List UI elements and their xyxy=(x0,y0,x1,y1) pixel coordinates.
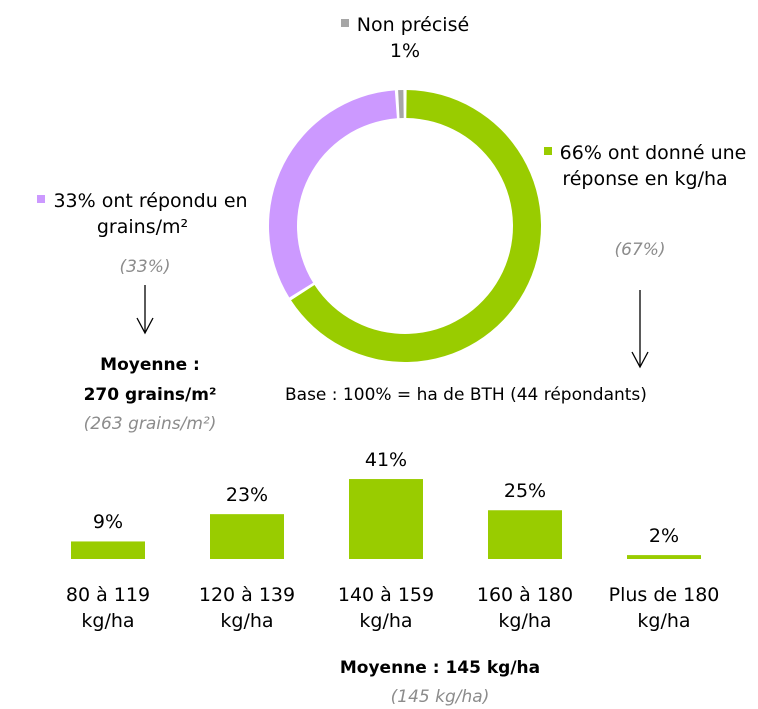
donut-segment xyxy=(268,90,397,298)
legend-marker xyxy=(543,146,552,155)
x-tick-label: 120 à 139 kg/ha xyxy=(198,584,296,632)
pie-label: 33% ont répondu en grains/m² xyxy=(10,188,275,240)
average-label: Moyenne : xyxy=(100,355,200,375)
pie-label: Non précisé 1% xyxy=(305,12,505,64)
value-label: 25% xyxy=(503,480,547,503)
legend-marker xyxy=(37,194,46,203)
category-label: Non précisé xyxy=(356,14,470,36)
x-tick-label: 80 à 119 kg/ha xyxy=(65,584,151,632)
base-note: Base : 100% = ha de BTH (44 répondants) xyxy=(285,385,647,405)
value-label: 2% xyxy=(648,525,680,548)
category-label: ont répondu en grains/m² xyxy=(96,190,248,238)
value-label: 1% xyxy=(389,40,421,62)
previous-value: (67%) xyxy=(614,240,666,260)
category-label: ont donné une réponse en kg/ha xyxy=(562,142,747,190)
pie-label: 66% ont donné une réponse en kg/ha xyxy=(540,140,750,192)
legend-marker xyxy=(340,18,349,27)
bar xyxy=(488,510,562,559)
donut-segment xyxy=(398,90,404,119)
average-value: 270 grains/m² xyxy=(83,385,217,405)
value-label: 23% xyxy=(225,484,269,507)
x-tick-label: 160 à 180 kg/ha xyxy=(476,584,574,632)
bar xyxy=(349,479,423,559)
value-label: 33% xyxy=(53,190,96,212)
value-label: 66% xyxy=(559,142,602,164)
arrow-head xyxy=(631,351,649,369)
previous-average: (145 kg/ha) xyxy=(390,687,490,707)
arrow-head xyxy=(136,317,154,335)
x-tick-label: 140 à 159 kg/ha xyxy=(337,584,435,632)
value-label: 41% xyxy=(364,449,408,472)
average-label: Moyenne : 145 kg/ha xyxy=(339,658,541,678)
bar xyxy=(210,514,284,559)
value-label: 9% xyxy=(92,511,124,534)
bar xyxy=(71,541,145,559)
x-tick-label: Plus de 180 kg/ha xyxy=(608,584,720,632)
previous-value: (33%) xyxy=(119,257,171,277)
previous-average: (263 grains/m²) xyxy=(83,414,217,434)
bar xyxy=(627,555,701,559)
